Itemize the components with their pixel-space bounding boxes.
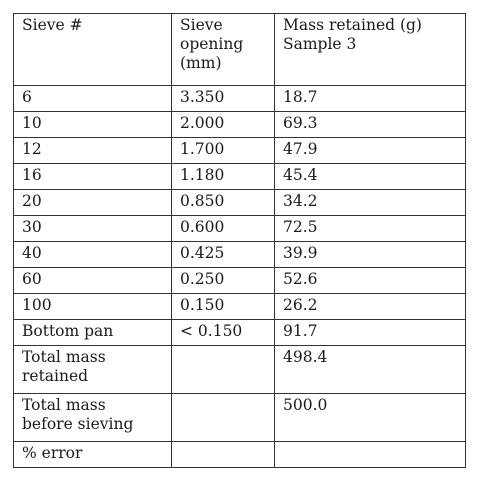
summary-empty-cell xyxy=(171,393,275,442)
sieve-opening-cell: 0.850 xyxy=(171,189,275,216)
sieve-opening-cell: 3.350 xyxy=(171,85,275,112)
sieve-number-cell: 30 xyxy=(13,215,172,242)
sieve-opening-cell: 0.600 xyxy=(171,215,275,242)
table-row: 12 1.700 47.9 xyxy=(13,137,466,164)
table-row: 6 3.350 18.7 xyxy=(13,85,466,112)
sieve-number-cell: 10 xyxy=(13,111,172,138)
sieve-number-cell: 12 xyxy=(13,137,172,164)
sieve-opening-cell: 0.250 xyxy=(171,267,275,294)
summary-value-cell xyxy=(274,441,466,468)
mass-retained-cell: 72.5 xyxy=(274,215,466,242)
sieve-number-cell: 6 xyxy=(13,85,172,112)
header-sieve-opening: Sieve opening (mm) xyxy=(171,13,275,86)
sieve-number-cell: 20 xyxy=(13,189,172,216)
sieve-analysis-table: Sieve # Sieve opening (mm) Mass retained… xyxy=(13,13,466,468)
table-row: 30 0.600 72.5 xyxy=(13,215,466,242)
summary-label-cell: % error xyxy=(13,441,172,468)
mass-retained-cell: 39.9 xyxy=(274,241,466,268)
table-row: 40 0.425 39.9 xyxy=(13,241,466,268)
summary-label-cell: Total mass before sieving xyxy=(13,393,172,442)
mass-retained-cell: 26.2 xyxy=(274,293,466,320)
mass-retained-cell: 69.3 xyxy=(274,111,466,138)
mass-retained-cell: 34.2 xyxy=(274,189,466,216)
header-sieve-number: Sieve # xyxy=(13,13,172,86)
mass-retained-cell: 18.7 xyxy=(274,85,466,112)
sieve-opening-cell: 1.180 xyxy=(171,163,275,190)
table-row: 60 0.250 52.6 xyxy=(13,267,466,294)
percent-error-row: % error xyxy=(13,441,466,468)
table-row: 10 2.000 69.3 xyxy=(13,111,466,138)
sieve-opening-cell: 0.425 xyxy=(171,241,275,268)
mass-retained-cell: 47.9 xyxy=(274,137,466,164)
sieve-number-cell: 16 xyxy=(13,163,172,190)
mass-retained-cell: 52.6 xyxy=(274,267,466,294)
sieve-number-cell: 100 xyxy=(13,293,172,320)
sieve-number-cell: 60 xyxy=(13,267,172,294)
sieve-number-cell: 40 xyxy=(13,241,172,268)
table-row: 16 1.180 45.4 xyxy=(13,163,466,190)
summary-empty-cell xyxy=(171,345,275,394)
mass-retained-cell: 91.7 xyxy=(274,319,466,346)
table-row: Bottom pan < 0.150 91.7 xyxy=(13,319,466,346)
sieve-opening-cell: 0.150 xyxy=(171,293,275,320)
sieve-opening-cell: < 0.150 xyxy=(171,319,275,346)
sieve-number-cell: Bottom pan xyxy=(13,319,172,346)
table-row: 100 0.150 26.2 xyxy=(13,293,466,320)
summary-value-cell: 498.4 xyxy=(274,345,466,394)
sieve-opening-cell: 2.000 xyxy=(171,111,275,138)
header-mass-retained: Mass retained (g) Sample 3 xyxy=(274,13,466,86)
total-mass-retained-row: Total mass retained 498.4 xyxy=(13,345,466,394)
mass-retained-cell: 45.4 xyxy=(274,163,466,190)
total-mass-before-sieving-row: Total mass before sieving 500.0 xyxy=(13,393,466,442)
summary-empty-cell xyxy=(171,441,275,468)
summary-label-cell: Total mass retained xyxy=(13,345,172,394)
sieve-opening-cell: 1.700 xyxy=(171,137,275,164)
table-row: 20 0.850 34.2 xyxy=(13,189,466,216)
summary-value-cell: 500.0 xyxy=(274,393,466,442)
table-header-row: Sieve # Sieve opening (mm) Mass retained… xyxy=(13,13,466,86)
